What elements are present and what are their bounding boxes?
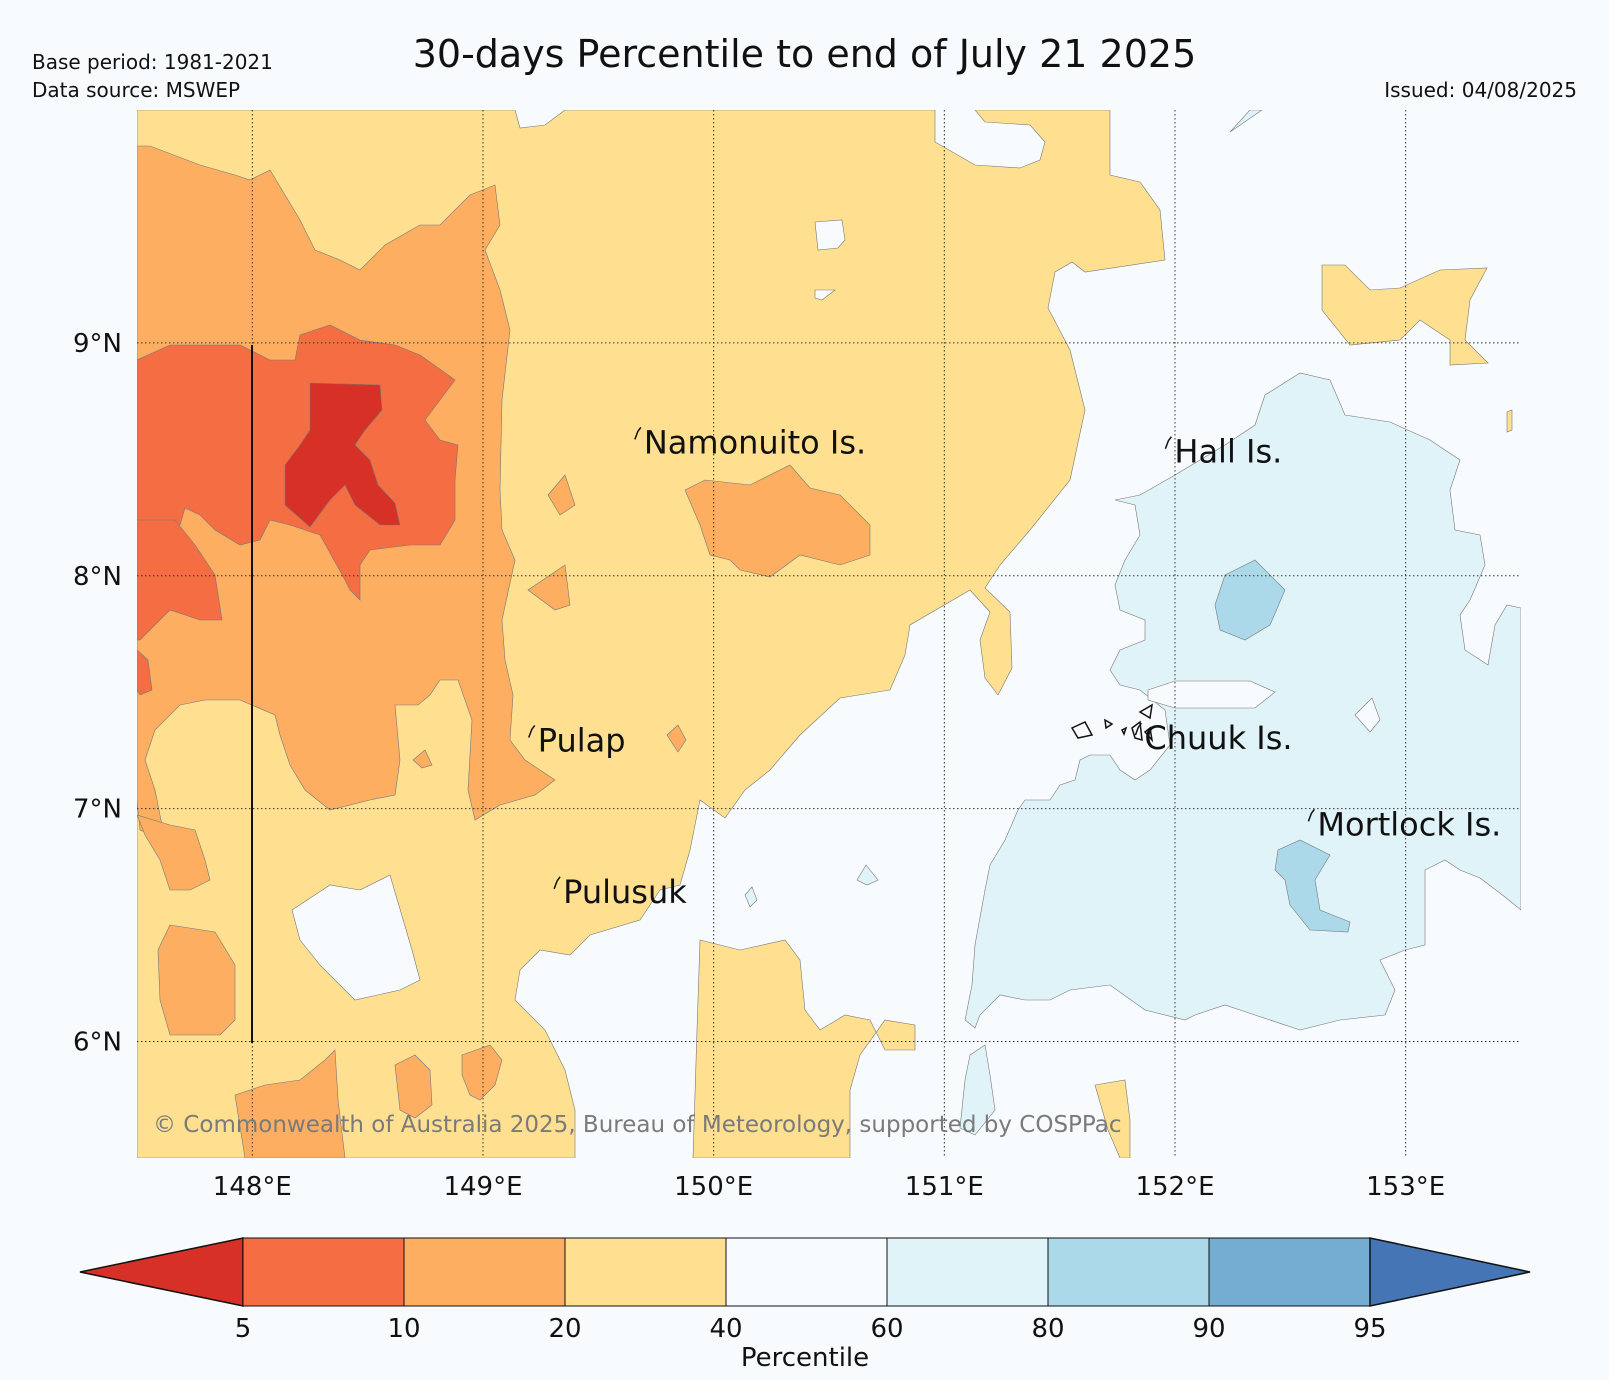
longitude-tick-label: 148°E [213,1172,292,1202]
band-60-80-n [1229,110,1263,133]
colorbar-band [886,1237,1049,1307]
latitude-tick-label: 9°N [73,329,122,359]
band-10-20-island-7 [666,724,687,753]
latitude-tick-label: 8°N [73,562,122,592]
longitude-tick-label: 153°E [1366,1172,1445,1202]
longitude-tick-label: 149°E [443,1172,522,1202]
band-20-40-tiny [1506,409,1513,433]
colorbar-band [564,1237,727,1307]
band-20-40-ne [1321,264,1489,366]
colorbar-tick-label: 10 [387,1314,420,1344]
colorbar-tick-label: 60 [870,1314,903,1344]
issued-date-label: Issued: 04/08/2025 [1384,78,1577,102]
colorbar: 5 10 20 40 60 80 90 95 [79,1237,1531,1344]
band-20-40-small [1094,1079,1131,1158]
colorbar-tick-label: 95 [1353,1314,1386,1344]
band-5-10-west [137,519,223,641]
latitude-tick-label: 7°N [73,795,122,825]
band-10-20-south [234,1049,346,1158]
colorbar-tick-label: 5 [235,1314,252,1344]
band-10-20-center [684,464,871,578]
chuuk-islands-outline [1070,703,1154,743]
longitude-tick-label: 151°E [905,1172,984,1202]
colorbar-band [725,1237,888,1307]
colorbar-tick-label: 80 [1031,1314,1064,1344]
longitude-tick-label: 150°E [674,1172,753,1202]
colorbar-extend-low [79,1237,244,1307]
island-marker [528,725,536,738]
longitude-tick-label: 152°E [1135,1172,1214,1202]
band-60-80-small-2 [744,886,758,908]
colorbar-extend-high [1369,1237,1531,1307]
base-period-label: Base period: 1981-2021 [32,50,273,74]
place-label: Namonuito Is. [644,423,866,461]
band-10-20-island-5 [547,474,576,516]
band-60-80-small [856,864,879,886]
colorbar-tick-label: 20 [548,1314,581,1344]
band-below-5 [284,382,401,528]
percentile-contours [137,110,1521,1158]
band-10-20-island-2 [157,924,236,1036]
band-10-20-island-4 [461,1044,503,1101]
place-label: Chuuk Is. [1144,719,1292,757]
band-80-90-north [1214,559,1286,641]
colorbar-title: Percentile [741,1343,869,1373]
colorbar-tick-label: 40 [709,1314,742,1344]
place-labels: Namonuito Is. Hall Is. Pulap Chuuk Is. Mortl… [528,423,1501,911]
island-marker [634,426,642,440]
data-source-label: Data source: MSWEP [32,78,241,102]
island-marker [553,876,561,890]
colorbar-band [242,1237,405,1307]
band-10-20-island-1 [137,814,211,891]
place-label: Pulusuk [563,873,687,911]
band-10-20-island-6 [527,564,571,611]
band-40-60-hole-1 [1147,680,1276,709]
colorbar-band [403,1237,566,1307]
band-20-40-south [692,939,916,1158]
island-marker [1134,722,1142,736]
band-60-80-sw [959,1044,996,1136]
band-10-20-island-3 [394,1054,433,1119]
colorbar-tick-label: 90 [1192,1314,1225,1344]
colorbar-band [1208,1237,1371,1307]
latitude-tick-labels: 9°N 8°N 7°N 6°N [73,329,122,1058]
band-40-60-hole-5 [291,874,421,1001]
place-label: Hall Is. [1174,433,1282,471]
map-title: 30-days Percentile to end of July 21 202… [412,32,1197,76]
band-10-20-island-8 [412,749,433,769]
copyright-notice: © Commonwealth of Australia 2025, Bureau… [153,1112,1122,1138]
place-label: Mortlock Is. [1317,805,1501,843]
latitude-tick-label: 6°N [73,1028,122,1058]
band-40-60-hole-2 [1354,697,1381,733]
band-40-60-hole-3 [814,219,846,251]
band-40-60-hole-4 [814,289,836,301]
colorbar-band [1047,1237,1210,1307]
place-label: Pulap [538,721,626,759]
longitude-tick-labels: 148°E 149°E 150°E 151°E 152°E 153°E [213,1172,1445,1202]
band-80-90-south [1274,839,1351,933]
island-marker [1307,808,1315,822]
band-5-10-west-2 [137,649,153,696]
island-marker [1164,436,1172,449]
graticule [137,110,1521,1158]
